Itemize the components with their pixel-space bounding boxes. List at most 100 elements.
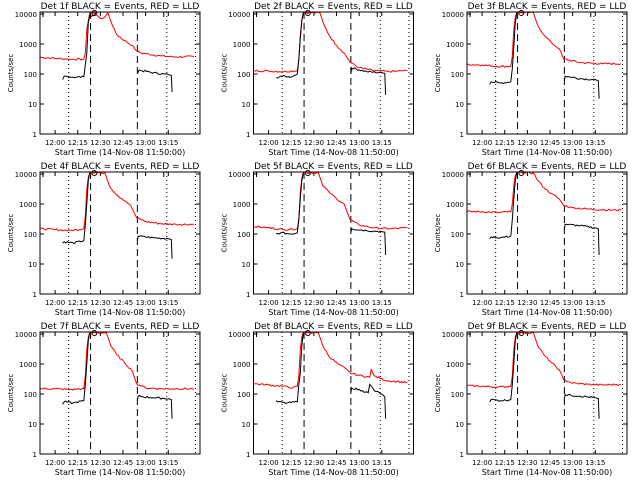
panel-det-2: Det 2f BLACK = Events, RED = LLD 1 10 100 10…	[221, 2, 414, 157]
panel-det-5: Det 5f BLACK = Events, RED = LLD 1 10 100 10…	[221, 162, 414, 317]
bracket-marker	[42, 171, 50, 177]
x-tick-label: 13:00	[563, 139, 583, 147]
x-tick-label: 12:30	[517, 459, 537, 467]
x-tick-label: 12:15	[495, 459, 515, 467]
y-axis-label: Counts/sec	[7, 54, 15, 93]
x-tick-label: 13:00	[136, 299, 156, 307]
x-axis-label: Start Time (14-Nov-08 11:50:00)	[482, 148, 612, 157]
events-series-line	[137, 69, 173, 93]
x-tick-label: 12:45	[113, 139, 133, 147]
lld-series-line	[467, 11, 622, 68]
x-tick-label: 12:45	[113, 299, 133, 307]
y-tick-label: 1000	[19, 41, 37, 49]
x-tick-label: 13:15	[372, 299, 392, 307]
x-tick-label: 12:00	[259, 459, 279, 467]
lld-series-line	[253, 331, 408, 389]
bracket-marker	[469, 11, 477, 17]
x-tick-label: 12:15	[68, 459, 88, 467]
panel-det-3: Det 3f BLACK = Events, RED = LLD 1 10 100 10…	[434, 2, 628, 157]
bracket-marker	[469, 171, 477, 177]
events-series-line	[136, 235, 173, 259]
x-tick-label: 13:00	[136, 139, 156, 147]
y-tick-label: 100	[451, 71, 464, 79]
lld-series-line	[39, 11, 195, 61]
y-tick-label: 1	[246, 451, 250, 459]
events-series-line	[275, 332, 304, 404]
events-series-line	[136, 394, 173, 419]
panel-title: Det 1f BLACK = Events, RED = LLD	[41, 2, 200, 12]
events-series-line	[350, 227, 387, 256]
x-tick-label: 13:00	[349, 459, 369, 467]
y-tick-label: 10	[242, 421, 251, 429]
y-tick-label: 1	[246, 291, 250, 299]
panel-det-1: Det 1f BLACK = Events, RED = LLD 1 10 100 10…	[7, 2, 201, 157]
x-tick-label: 12:30	[517, 299, 537, 307]
lld-series-line	[39, 331, 195, 391]
x-tick-label: 13:15	[158, 299, 178, 307]
panel-title: Det 4f BLACK = Events, RED = LLD	[41, 162, 200, 172]
bracket-marker	[469, 331, 477, 337]
y-tick-label: 10	[242, 261, 251, 269]
x-tick-label: 12:15	[68, 299, 88, 307]
y-tick-label: 10000	[228, 171, 250, 179]
y-tick-label: 10000	[228, 331, 250, 339]
x-tick-label: 12:00	[45, 139, 65, 147]
x-axis-label: Start Time (14-Nov-08 11:50:00)	[55, 308, 185, 317]
x-axis-label: Start Time (14-Nov-08 11:50:00)	[482, 468, 612, 477]
y-axis-label: Counts/sec	[221, 374, 229, 413]
y-tick-label: 100	[24, 391, 37, 399]
x-axis-label: Start Time (14-Nov-08 11:50:00)	[268, 308, 398, 317]
y-axis-label: Counts/sec	[434, 374, 442, 413]
y-tick-label: 10	[28, 421, 37, 429]
panel-det-8: Det 8f BLACK = Events, RED = LLD 1 10 100 10…	[221, 322, 414, 477]
y-tick-label: 1	[33, 291, 37, 299]
x-tick-label: 12:15	[495, 139, 515, 147]
events-series-line	[563, 223, 600, 256]
x-tick-label: 13:00	[136, 459, 156, 467]
panel-title: Det 6f BLACK = Events, RED = LLD	[468, 162, 627, 172]
lld-series-line	[39, 171, 195, 232]
events-series-line	[489, 12, 518, 85]
x-axis-label: Start Time (14-Nov-08 11:50:00)	[268, 468, 398, 477]
bracket-marker	[42, 11, 50, 17]
events-series-line	[276, 12, 304, 79]
y-tick-label: 10000	[15, 11, 37, 19]
y-tick-label: 100	[24, 231, 37, 239]
y-tick-label: 10	[455, 261, 464, 269]
y-axis-label: Counts/sec	[434, 214, 442, 253]
y-tick-label: 100	[237, 71, 250, 79]
x-tick-label: 13:15	[372, 459, 392, 467]
state-marker	[518, 170, 525, 176]
y-tick-label: 1000	[233, 41, 251, 49]
y-tick-label: 10	[455, 101, 464, 109]
x-tick-label: 13:15	[158, 139, 178, 147]
lld-series-line	[466, 171, 622, 214]
panel-det-7: Det 7f BLACK = Events, RED = LLD 1 10 100 10…	[7, 322, 201, 477]
y-axis-label: Counts/sec	[434, 54, 442, 93]
x-tick-label: 12:15	[281, 299, 301, 307]
x-tick-label: 13:00	[349, 299, 369, 307]
x-axis-label: Start Time (14-Nov-08 11:50:00)	[55, 148, 185, 157]
y-tick-label: 1	[33, 131, 37, 139]
y-tick-label: 100	[451, 391, 464, 399]
x-tick-label: 12:30	[304, 299, 324, 307]
y-axis-label: Counts/sec	[7, 374, 15, 413]
y-tick-label: 10	[242, 101, 251, 109]
y-tick-label: 1000	[19, 361, 37, 369]
events-series-line	[350, 383, 387, 419]
x-tick-label: 12:15	[281, 139, 301, 147]
x-tick-label: 12:00	[45, 299, 65, 307]
lld-series-line	[466, 331, 622, 389]
x-tick-label: 12:00	[472, 299, 492, 307]
x-tick-label: 12:00	[472, 139, 492, 147]
lld-series-line	[253, 11, 408, 73]
x-tick-label: 12:00	[45, 459, 65, 467]
x-tick-label: 13:00	[563, 299, 583, 307]
panel-det-4: Det 4f BLACK = Events, RED = LLD 1 10 100 10…	[7, 162, 201, 317]
y-axis-label: Counts/sec	[221, 214, 229, 253]
plot-frame	[39, 331, 201, 455]
panel-det-6: Det 6f BLACK = Events, RED = LLD 1 10 100 10…	[434, 162, 628, 317]
x-tick-label: 12:45	[540, 299, 560, 307]
y-tick-label: 1000	[446, 361, 464, 369]
